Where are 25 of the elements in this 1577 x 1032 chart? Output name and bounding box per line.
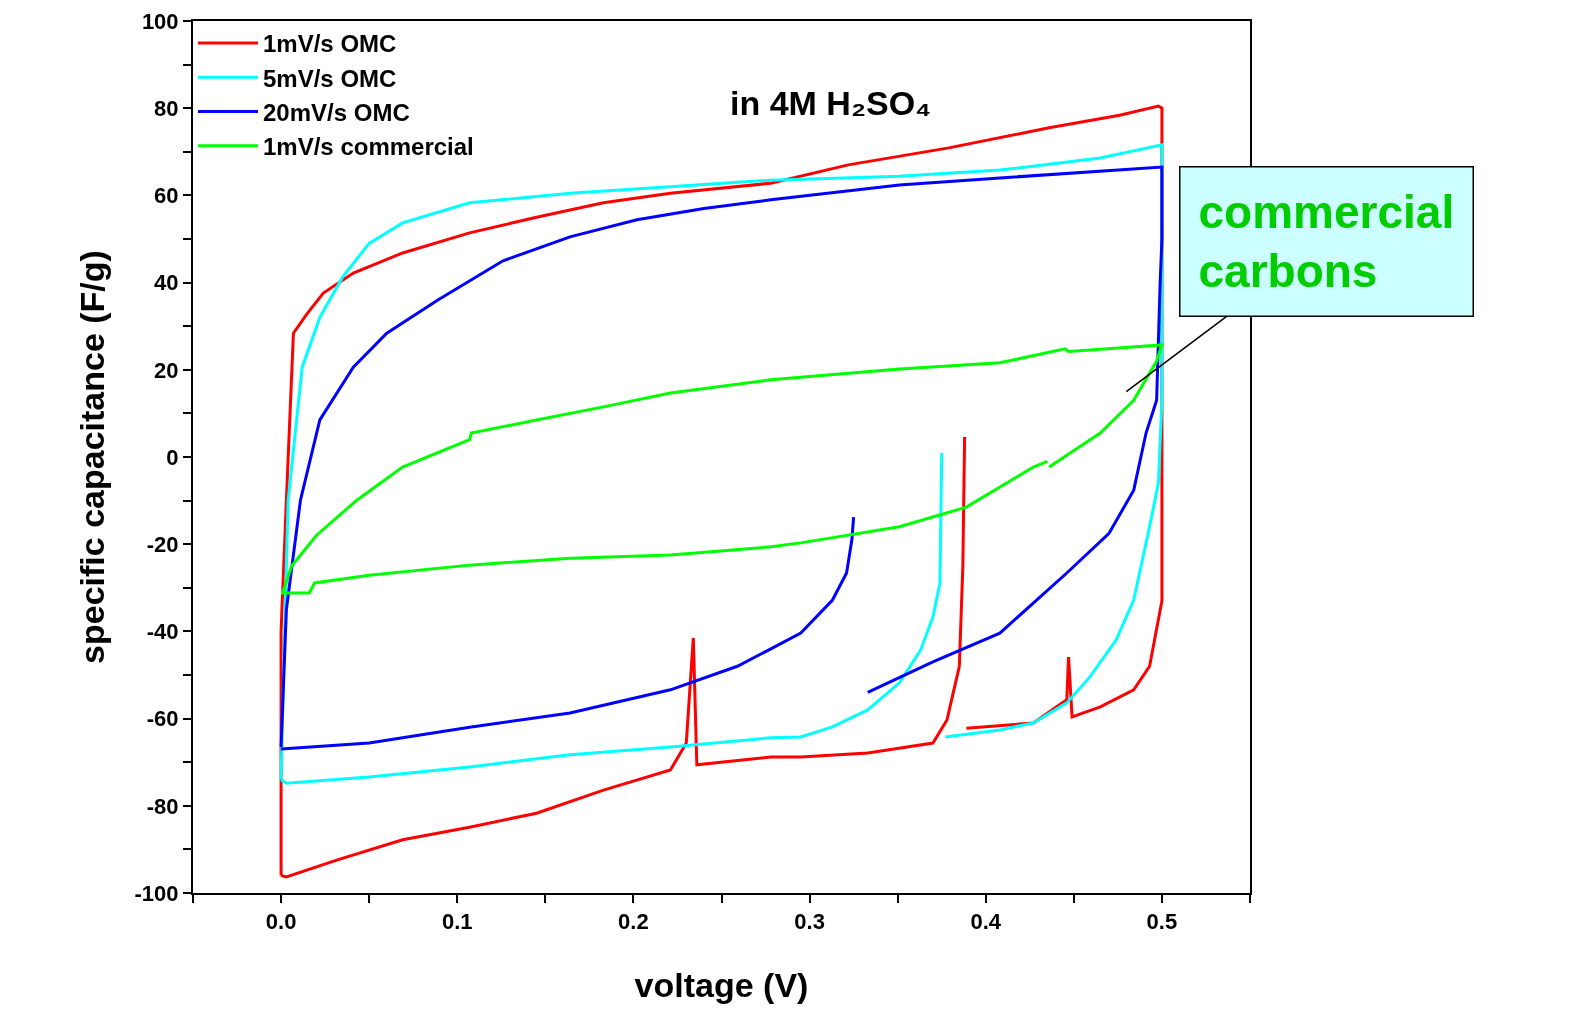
y-tick-label: -60: [146, 706, 179, 732]
y-axis-title: specific capacitance (F/g): [72, 250, 111, 664]
legend-label: 1mV/s OMC: [263, 30, 397, 58]
x-tick-label: 0.4: [970, 909, 1002, 935]
x-tick-label: 0.5: [1146, 909, 1178, 935]
x-tick-label: 0.0: [265, 909, 297, 935]
y-tick-label: 80: [154, 95, 179, 121]
legend-label: 1mV/s commercial: [263, 133, 474, 161]
y-tick-label: 100: [141, 8, 179, 34]
text: in 4M H₂SO₄: [730, 84, 932, 122]
legend-label: 20mV/s OMC: [263, 98, 410, 126]
legend-label: 5mV/s OMC: [263, 64, 397, 92]
y-tick-label: 40: [154, 270, 179, 296]
annotation: commercial carbons: [1198, 185, 1455, 298]
y-tick-label: -40: [146, 619, 179, 645]
y-tick-label: 20: [154, 357, 179, 383]
y-tick-label: 0: [166, 444, 179, 470]
x-tick-label: 0.3: [794, 909, 825, 935]
y-tick-label: 60: [154, 183, 179, 209]
y-tick-label: -20: [146, 531, 179, 557]
x-axis-title: voltage (V): [634, 966, 809, 1005]
y-tick-label: -100: [134, 880, 179, 906]
x-tick-label: 0.1: [441, 909, 473, 935]
y-tick-label: -80: [146, 793, 179, 819]
x-tick-label: 0.2: [618, 909, 649, 935]
